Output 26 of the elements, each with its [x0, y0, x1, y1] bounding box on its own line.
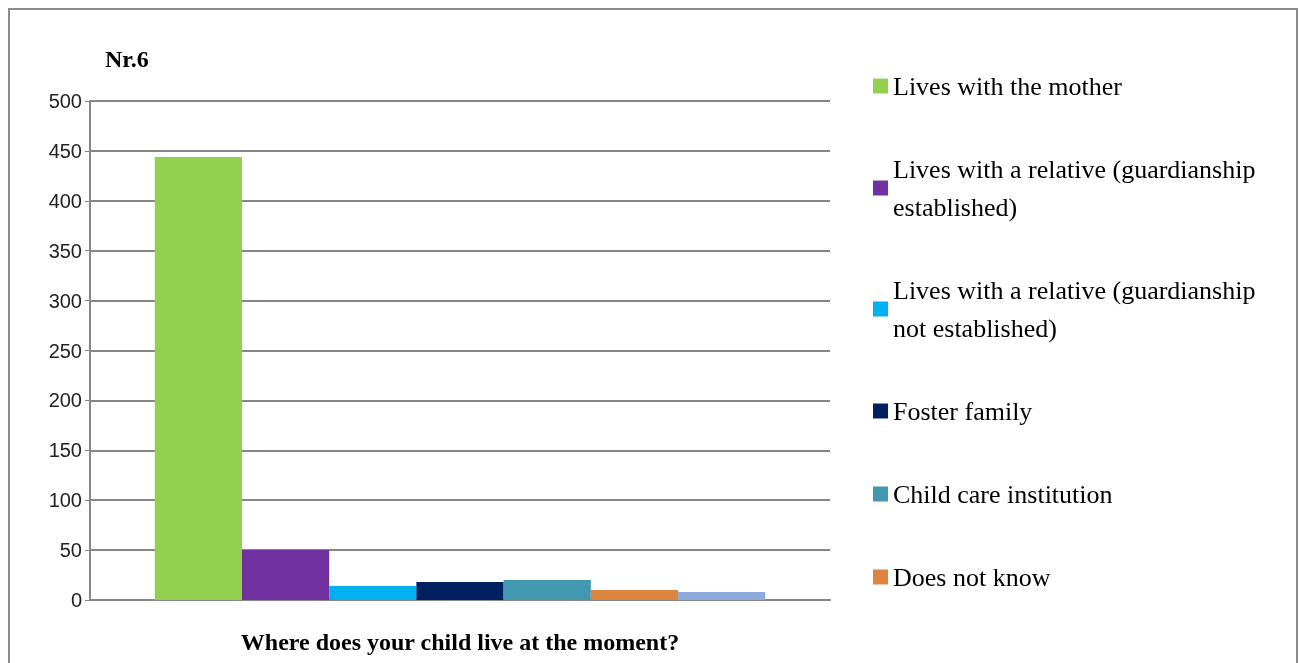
y-tick-label: 350	[48, 239, 82, 262]
bar	[503, 580, 591, 600]
x-axis-title: Where does your child live at the moment?	[240, 629, 680, 655]
y-tick-label: 100	[48, 489, 82, 512]
y-tick-label: 50	[59, 539, 82, 562]
legend-label: Lives with a relative (guardianship not established)	[893, 275, 1262, 343]
y-tick-label: 250	[48, 339, 82, 362]
y-tick-label: 400	[48, 189, 82, 212]
y-tick-label: 450	[48, 139, 82, 162]
bar	[590, 590, 679, 600]
chart-title: Nr.6	[105, 46, 149, 72]
bar	[241, 550, 330, 600]
bar	[154, 156, 242, 600]
legend-label: Lives with the mother	[893, 71, 1123, 101]
legend-label: Does not know	[893, 562, 1051, 592]
y-tick-label: 0	[70, 589, 82, 611]
legend-label: Child care institution	[893, 479, 1113, 509]
bar	[678, 592, 766, 600]
y-tick-label: 300	[48, 289, 82, 312]
bar	[329, 586, 417, 600]
bar	[416, 582, 504, 600]
y-tick-label: 150	[48, 439, 82, 462]
y-tick-label: 500	[48, 90, 82, 112]
legend-label: Foster family	[893, 396, 1033, 426]
y-tick-label: 200	[48, 389, 82, 412]
legend-label: Lives with a relative (guardianship established)	[893, 154, 1262, 222]
